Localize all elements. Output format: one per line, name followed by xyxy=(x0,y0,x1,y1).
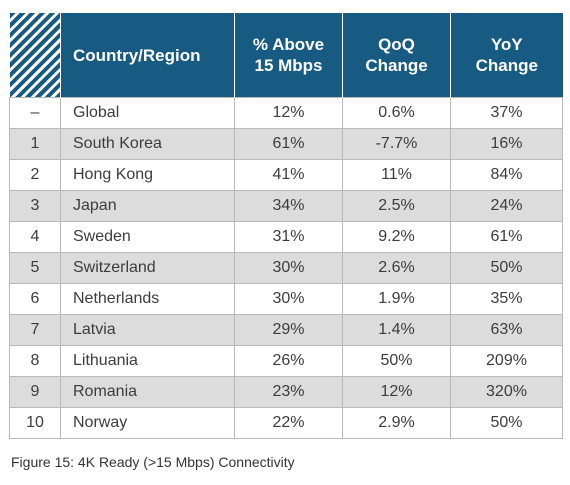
qoq-cell: 2.9% xyxy=(342,407,451,439)
rank-cell: 7 xyxy=(9,314,61,346)
pct-cell: 61% xyxy=(234,128,343,160)
qoq-cell: 50% xyxy=(342,345,451,377)
yoy-header: YoY Change xyxy=(450,13,563,98)
rank-cell: 6 xyxy=(9,283,61,315)
qoq-cell: 0.6% xyxy=(342,97,451,129)
country-header: Country/Region xyxy=(60,13,235,98)
table-row: 9 Romania 23% 12% 320% xyxy=(9,376,563,408)
qoq-cell: 2.5% xyxy=(342,190,451,222)
yoy-cell: 320% xyxy=(450,376,563,408)
connectivity-table-container: Country/Region % Above 15 Mbps QoQ Chang… xyxy=(9,13,563,439)
table-row: 10 Norway 22% 2.9% 50% xyxy=(9,407,563,439)
yoy-cell: 50% xyxy=(450,407,563,439)
rank-cell: 2 xyxy=(9,159,61,191)
table-row: 4 Sweden 31% 9.2% 61% xyxy=(9,221,563,253)
yoy-cell: 37% xyxy=(450,97,563,129)
table-row: 2 Hong Kong 41% 11% 84% xyxy=(9,159,563,191)
pct-cell: 12% xyxy=(234,97,343,129)
yoy-header-line2: Change xyxy=(475,56,538,75)
yoy-cell: 84% xyxy=(450,159,563,191)
country-cell: Lithuania xyxy=(60,345,235,377)
connectivity-table: Country/Region % Above 15 Mbps QoQ Chang… xyxy=(9,13,563,439)
qoq-cell: 1.9% xyxy=(342,283,451,315)
country-cell: Latvia xyxy=(60,314,235,346)
rank-cell: 8 xyxy=(9,345,61,377)
pct-cell: 31% xyxy=(234,221,343,253)
rank-cell: 1 xyxy=(9,128,61,160)
table-row: 5 Switzerland 30% 2.6% 50% xyxy=(9,252,563,284)
yoy-cell: 35% xyxy=(450,283,563,315)
country-cell: Netherlands xyxy=(60,283,235,315)
qoq-cell: 9.2% xyxy=(342,221,451,253)
qoq-cell: 11% xyxy=(342,159,451,191)
pct-cell: 23% xyxy=(234,376,343,408)
qoq-header-line2: Change xyxy=(365,56,428,75)
table-header: Country/Region % Above 15 Mbps QoQ Chang… xyxy=(9,13,563,98)
country-cell: Sweden xyxy=(60,221,235,253)
country-cell: Japan xyxy=(60,190,235,222)
pct-cell: 41% xyxy=(234,159,343,191)
country-cell: South Korea xyxy=(60,128,235,160)
header-row: Country/Region % Above 15 Mbps QoQ Chang… xyxy=(9,13,563,98)
qoq-cell: 1.4% xyxy=(342,314,451,346)
table-row: 3 Japan 34% 2.5% 24% xyxy=(9,190,563,222)
qoq-cell: 12% xyxy=(342,376,451,408)
country-cell: Norway xyxy=(60,407,235,439)
rank-cell: – xyxy=(9,97,61,129)
rank-cell: 5 xyxy=(9,252,61,284)
rank-header-hatch xyxy=(9,13,61,98)
table-row: 8 Lithuania 26% 50% 209% xyxy=(9,345,563,377)
country-cell: Switzerland xyxy=(60,252,235,284)
pct-above-header: % Above 15 Mbps xyxy=(234,13,343,98)
pct-above-header-line1: % Above xyxy=(252,35,325,54)
table-row: 1 South Korea 61% -7.7% 16% xyxy=(9,128,563,160)
qoq-cell: -7.7% xyxy=(342,128,451,160)
figure-caption: Figure 15: 4K Ready (>15 Mbps) Connectiv… xyxy=(11,454,295,470)
qoq-header: QoQ Change xyxy=(342,13,451,98)
qoq-header-line1: QoQ xyxy=(378,35,415,54)
yoy-cell: 50% xyxy=(450,252,563,284)
rank-cell: 4 xyxy=(9,221,61,253)
pct-cell: 30% xyxy=(234,252,343,284)
table-body: – Global 12% 0.6% 37% 1 South Korea 61% … xyxy=(9,97,563,439)
pct-cell: 34% xyxy=(234,190,343,222)
pct-cell: 30% xyxy=(234,283,343,315)
table-row: 6 Netherlands 30% 1.9% 35% xyxy=(9,283,563,315)
qoq-cell: 2.6% xyxy=(342,252,451,284)
pct-cell: 22% xyxy=(234,407,343,439)
rank-cell: 3 xyxy=(9,190,61,222)
pct-cell: 26% xyxy=(234,345,343,377)
yoy-cell: 209% xyxy=(450,345,563,377)
pct-cell: 29% xyxy=(234,314,343,346)
country-cell: Romania xyxy=(60,376,235,408)
table-row: 7 Latvia 29% 1.4% 63% xyxy=(9,314,563,346)
rank-cell: 9 xyxy=(9,376,61,408)
yoy-cell: 24% xyxy=(450,190,563,222)
yoy-cell: 61% xyxy=(450,221,563,253)
rank-cell: 10 xyxy=(9,407,61,439)
pct-above-header-line2: 15 Mbps xyxy=(254,56,323,75)
yoy-header-line1: YoY xyxy=(490,35,523,54)
country-cell: Global xyxy=(60,97,235,129)
yoy-cell: 16% xyxy=(450,128,563,160)
table-row: – Global 12% 0.6% 37% xyxy=(9,97,563,129)
country-cell: Hong Kong xyxy=(60,159,235,191)
yoy-cell: 63% xyxy=(450,314,563,346)
